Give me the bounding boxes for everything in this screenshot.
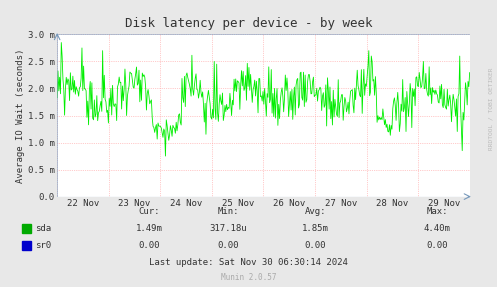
Text: Min:: Min: [218,207,240,216]
Text: RRDTOOL / TOBI OETIKER: RRDTOOL / TOBI OETIKER [489,68,494,150]
Text: Last update: Sat Nov 30 06:30:14 2024: Last update: Sat Nov 30 06:30:14 2024 [149,259,348,267]
Text: 0.00: 0.00 [138,241,160,250]
Text: sda: sda [35,224,51,233]
Text: Max:: Max: [426,207,448,216]
Text: Munin 2.0.57: Munin 2.0.57 [221,273,276,282]
Text: 317.18u: 317.18u [210,224,248,233]
Bar [22,224,31,233]
Text: 1.49m: 1.49m [136,224,163,233]
Bar [22,241,31,250]
Text: 1.85m: 1.85m [302,224,329,233]
Text: 0.00: 0.00 [218,241,240,250]
Text: 0.00: 0.00 [426,241,448,250]
Text: Avg:: Avg: [305,207,327,216]
Text: Cur:: Cur: [138,207,160,216]
Text: Disk latency per device - by week: Disk latency per device - by week [125,17,372,30]
Text: 4.40m: 4.40m [424,224,451,233]
Text: 0.00: 0.00 [305,241,327,250]
Y-axis label: Average IO Wait (seconds): Average IO Wait (seconds) [16,48,25,183]
Text: sr0: sr0 [35,241,51,250]
